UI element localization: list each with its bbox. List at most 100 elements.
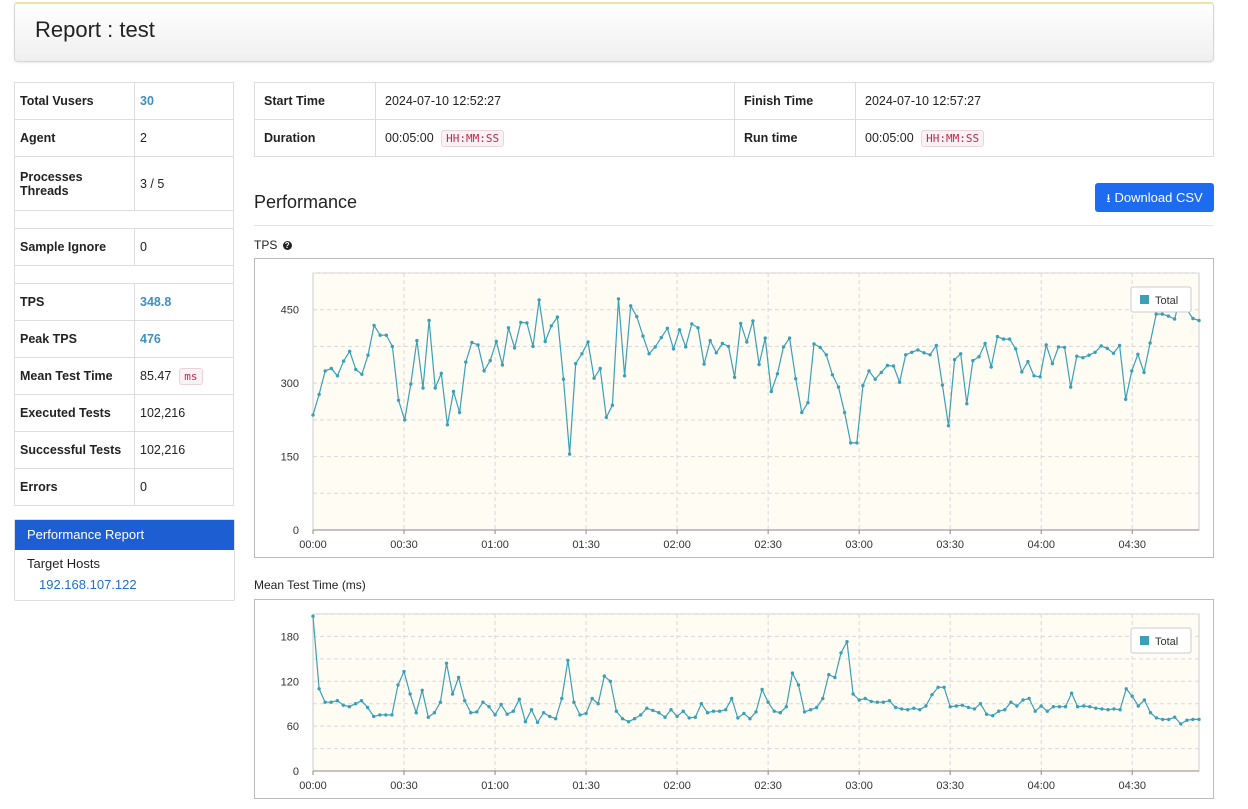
spacer-cell [14, 210, 234, 229]
report-header: Report : test [14, 2, 1214, 62]
stat-value-cell: 348.8 [134, 283, 234, 321]
data-point [629, 304, 633, 308]
data-point [1160, 312, 1164, 316]
mean-test-time-chart-svg: 0 60 120 180 00:00 00:30 01:00 01:30 02:00 02:30 0… [281, 613, 1201, 792]
data-point [1082, 704, 1086, 708]
x-tick-label: 01:00 [481, 539, 509, 551]
data-point [493, 713, 497, 717]
data-point [763, 336, 767, 340]
data-point [566, 658, 570, 663]
data-point [476, 343, 480, 347]
runtime-format-badge: HH:MM:SS [921, 129, 985, 147]
data-point [796, 683, 801, 687]
data-point [543, 339, 547, 344]
y-tick-label: 150 [281, 452, 299, 464]
series-line-total [312, 294, 1200, 455]
legend-label: Total [1155, 636, 1178, 648]
data-point [1044, 343, 1048, 347]
help-icon[interactable]: ? [282, 241, 292, 250]
data-point [1033, 709, 1037, 713]
data-point [1173, 715, 1177, 719]
data-point [751, 319, 755, 323]
data-point [1105, 346, 1109, 351]
data-point [311, 413, 315, 417]
data-point [592, 376, 596, 380]
data-point [997, 709, 1001, 713]
x-tick-label: 02:00 [663, 780, 691, 792]
target-host-link[interactable]: 192.168.107.122 [39, 577, 137, 592]
data-point [824, 353, 828, 357]
runtime-value: 00:05:00 [865, 130, 914, 145]
data-point [1069, 691, 1074, 695]
data-point [487, 705, 491, 709]
data-point [602, 674, 606, 678]
stats-row: Executed Tests 102,216 [14, 394, 234, 432]
data-point [1100, 707, 1104, 711]
data-point [742, 711, 746, 716]
data-point [948, 705, 952, 709]
data-point [1063, 705, 1068, 709]
data-point [665, 326, 670, 330]
data-point [839, 651, 843, 655]
data-point [529, 708, 534, 712]
data-point [991, 714, 995, 718]
data-point [705, 711, 710, 715]
data-point [554, 717, 558, 721]
y-tick-label: 60 [287, 721, 299, 733]
data-point [390, 713, 394, 717]
data-point [778, 711, 782, 715]
data-point [891, 364, 896, 368]
data-point [1148, 341, 1152, 345]
data-point [912, 706, 916, 710]
data-point [971, 358, 975, 363]
data-point [409, 382, 413, 386]
data-point [323, 700, 327, 704]
data-point [942, 685, 946, 689]
stat-value-cell: 0 [134, 228, 234, 266]
data-point [622, 374, 627, 378]
data-point [745, 340, 749, 344]
stats-spacer-row [14, 210, 234, 229]
stats-row: Mean Test Time 85.47 ms [14, 357, 234, 395]
data-point [1087, 353, 1091, 357]
data-point [1142, 698, 1147, 702]
data-point [960, 703, 964, 707]
data-point [1014, 347, 1018, 351]
download-csv-button[interactable]: ⭳ Download CSV [1095, 183, 1214, 212]
data-point [1081, 356, 1085, 360]
data-point [645, 706, 649, 710]
data-point [464, 360, 468, 364]
legend-box [1130, 627, 1192, 654]
data-point [1039, 704, 1043, 708]
data-point [329, 700, 333, 704]
data-point [690, 322, 694, 326]
duration-cell: 00:05:00 HH:MM:SS [375, 119, 735, 157]
data-point [341, 359, 346, 363]
y-tick-label: 450 [281, 305, 299, 317]
data-point [830, 373, 835, 377]
data-point [1197, 717, 1201, 722]
data-point [651, 708, 655, 713]
data-point [626, 720, 631, 724]
data-point [366, 353, 370, 357]
data-point [815, 705, 819, 710]
data-point [696, 326, 700, 330]
data-point [675, 714, 679, 719]
data-point [757, 362, 761, 367]
menu-item-performance-report[interactable]: Performance Report [15, 520, 234, 550]
data-point [1172, 317, 1177, 321]
data-point [403, 418, 407, 422]
x-tick-label: 00:30 [390, 780, 418, 792]
stat-value: 3 / 5 [140, 176, 165, 191]
data-point [1106, 708, 1110, 712]
data-point [641, 334, 645, 338]
data-point [714, 351, 718, 355]
data-point [1062, 345, 1067, 350]
legend-swatch [1140, 636, 1149, 645]
data-point [365, 705, 370, 710]
data-point [671, 347, 676, 351]
data-point [842, 410, 847, 415]
data-point [1191, 717, 1195, 722]
data-point [329, 366, 333, 371]
data-point [836, 385, 841, 389]
